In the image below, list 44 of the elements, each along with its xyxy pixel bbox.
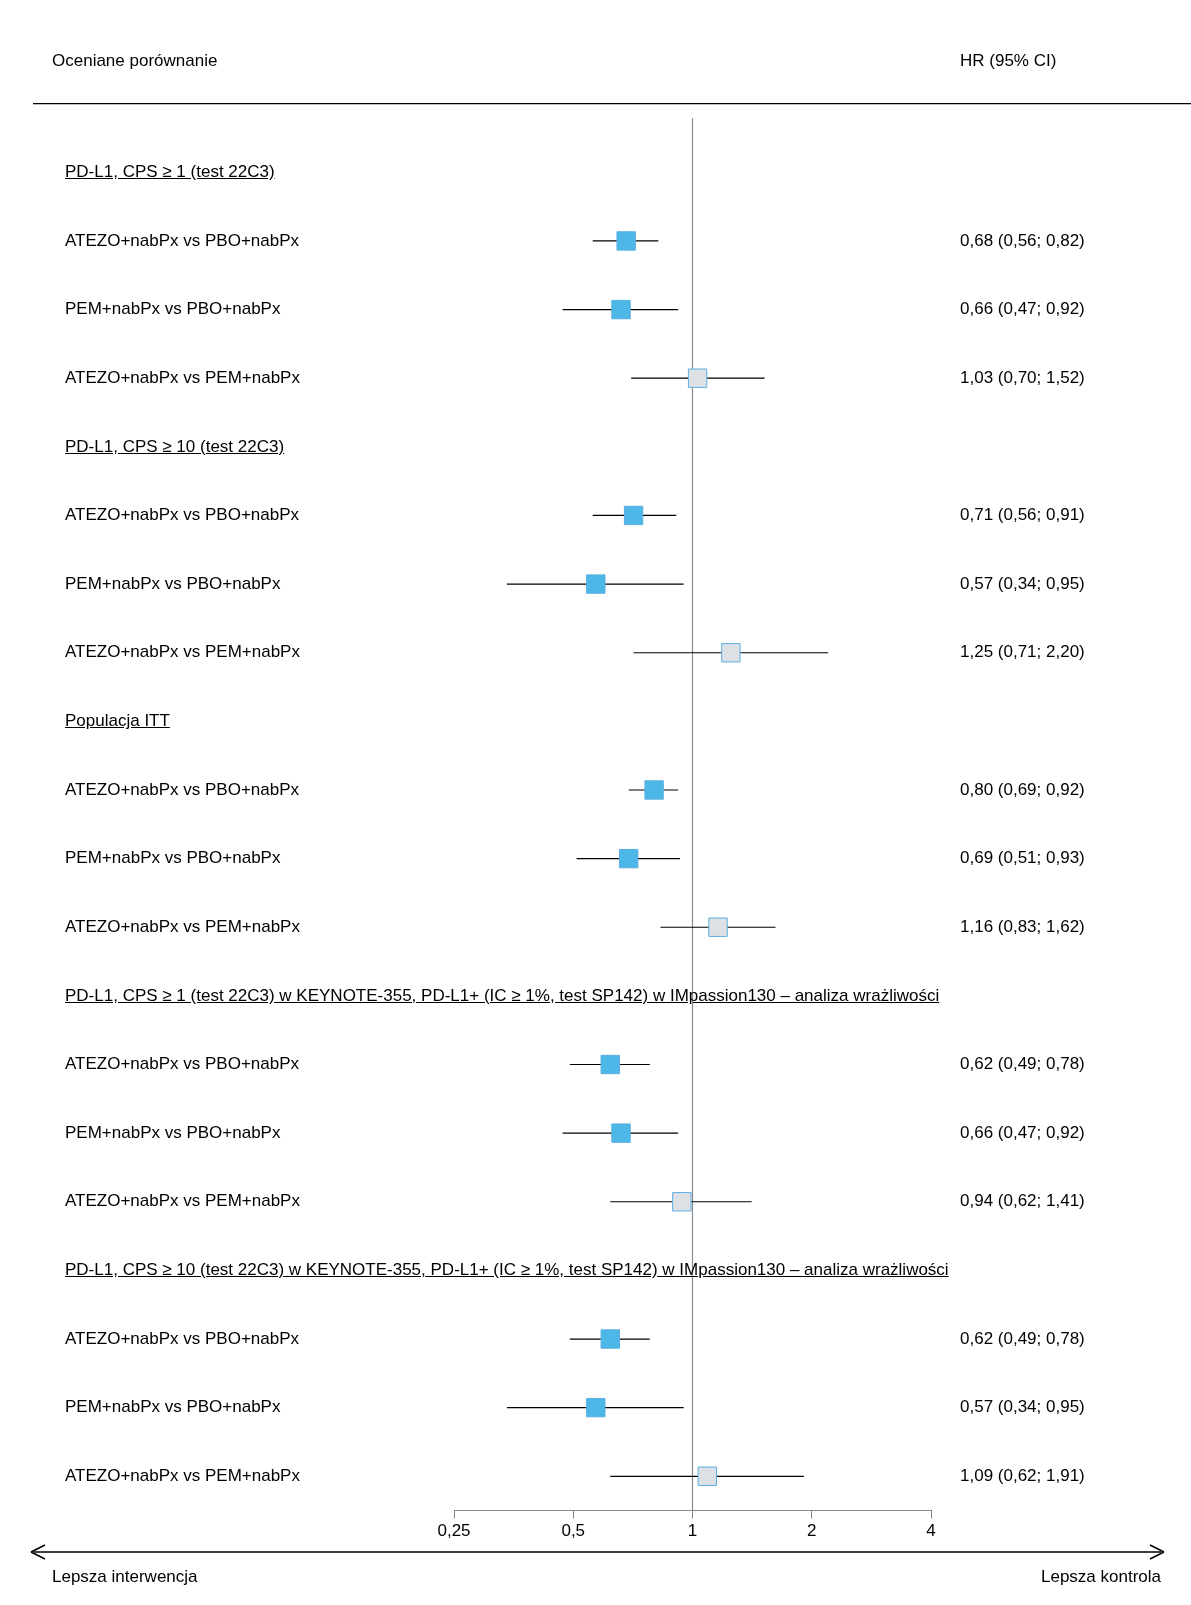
data-label: 0,66 (0,47; 0,92) — [960, 1122, 1085, 1142]
data-label: 1,16 (0,83; 1,62) — [960, 916, 1085, 936]
y-tick-label: ATEZO+nabPx vs PEM+nabPx — [65, 367, 301, 387]
text: Lepsza kontrola — [1040, 1566, 1162, 1586]
y-tick-label: ATEZO+nabPx vs PEM+nabPx — [65, 1191, 301, 1211]
data-label: 0,94 (0,62; 1,41) — [960, 1191, 1085, 1211]
y-tick-label: ATEZO+nabPx vs PBO+nabPx — [65, 1328, 300, 1348]
y-tick-label: PEM+nabPx vs PBO+nabPx — [65, 848, 281, 868]
y-tick-label: PD-L1, CPS ≥ 10 (test 22C3) w KEYNOTE-355, PD-L1+ (IC ≥ 1%, test SP142) w IMpassion130 – analiza wrażliwości — [65, 1260, 949, 1281]
data-label: 0,66 (0,47; 0,92) — [960, 299, 1085, 319]
x-tick-label: 2 — [807, 1521, 817, 1541]
y-tick-label: PEM+nabPx vs PBO+nabPx — [65, 1397, 281, 1417]
y-tick-label: ATEZO+nabPx vs PEM+nabPx — [65, 642, 301, 662]
y-axis-title: Oceniane porównanie — [52, 50, 218, 70]
y-tick-label: PD-L1, CPS ≥ 1 (test 22C3) w KEYNOTE-355, PD-L1+ (IC ≥ 1%, test SP142) w IMpassion130 – analiza wrażliwości — [65, 985, 940, 1006]
y-tick-label: Populacja ITT — [65, 711, 170, 732]
x-tick-label: 0,25 — [437, 1521, 471, 1541]
y-tick-label: ATEZO+nabPx vs PBO+nabPx — [65, 505, 300, 525]
x-tick-label: 4 — [926, 1521, 936, 1541]
data-label: 0,62 (0,49; 0,78) — [960, 1328, 1085, 1348]
y-tick-label: ATEZO+nabPx vs PEM+nabPx — [65, 916, 301, 936]
x-tick-label: 0,5 — [561, 1521, 586, 1541]
y-tick-label: PD-L1, CPS ≥ 10 (test 22C3) — [65, 436, 285, 457]
data-label: 0,62 (0,49; 0,78) — [960, 1054, 1085, 1074]
y-tick-label: ATEZO+nabPx vs PBO+nabPx — [65, 230, 300, 250]
data-label: 0,80 (0,69; 0,92) — [960, 779, 1085, 799]
y-tick-label: ATEZO+nabPx vs PEM+nabPx — [65, 1465, 301, 1485]
y-tick-label: ATEZO+nabPx vs PBO+nabPx — [65, 1054, 300, 1074]
data-label: 0,68 (0,56; 0,82) — [960, 230, 1085, 250]
x-tick-label: 1 — [687, 1521, 698, 1541]
text: Lepsza interwencja — [52, 1566, 199, 1586]
data-label: 0,71 (0,56; 0,91) — [960, 505, 1085, 525]
y-tick-label: ATEZO+nabPx vs PBO+nabPx — [65, 779, 300, 799]
text: HR (95% CI) — [960, 50, 1057, 70]
y-tick-label: PEM+nabPx vs PBO+nabPx — [65, 573, 281, 593]
data-label: 1,09 (0,62; 1,91) — [960, 1465, 1085, 1485]
y-tick-label: PEM+nabPx vs PBO+nabPx — [65, 299, 281, 319]
y-tick-label: PEM+nabPx vs PBO+nabPx — [65, 1122, 281, 1142]
data-label: 1,03 (0,70; 1,52) — [960, 367, 1085, 387]
y-tick-label: PD-L1, CPS ≥ 1 (test 22C3) — [65, 162, 275, 183]
data-label: 0,69 (0,51; 0,93) — [960, 848, 1085, 868]
data-label: 1,25 (0,71; 2,20) — [960, 642, 1085, 662]
data-label: 0,57 (0,34; 0,95) — [960, 573, 1085, 593]
data-label: 0,57 (0,34; 0,95) — [960, 1397, 1085, 1417]
